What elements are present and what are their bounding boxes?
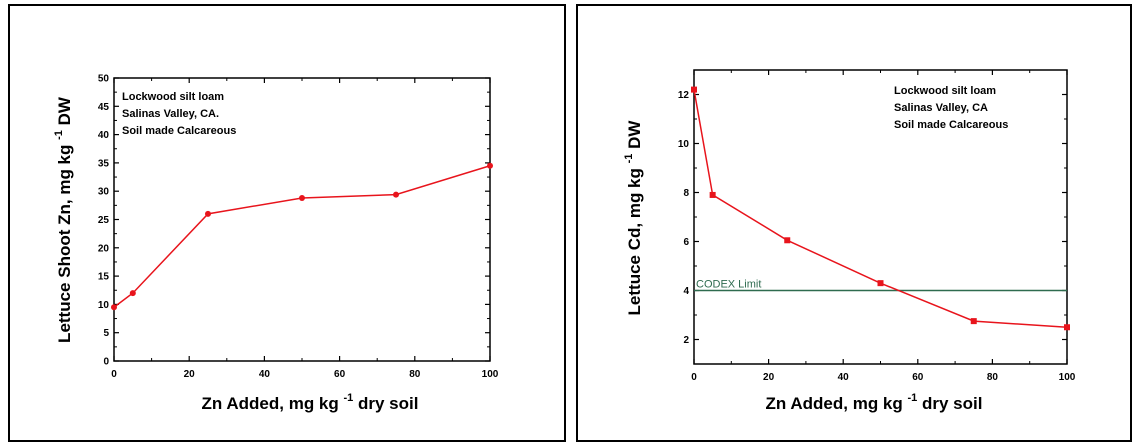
x-axis-title-sup: -1: [908, 392, 918, 404]
x-tick-label: 80: [409, 369, 421, 380]
x-tick-label: 80: [987, 372, 999, 383]
y-tick-label: 45: [98, 102, 110, 113]
y-axis-title-tail: DW: [625, 120, 644, 154]
y-axis-title-sup: -1: [53, 130, 65, 140]
data-point: [877, 280, 884, 287]
x-tick-label: 0: [691, 372, 697, 383]
x-axis-title: Zn Added, mg kg -1 dry soil: [202, 392, 419, 413]
series-line: [113, 165, 491, 308]
y-tick-label: 30: [98, 187, 110, 198]
y-tick-label: 5: [103, 328, 109, 339]
x-tick-label: 100: [1059, 372, 1076, 383]
y-tick-label: 25: [98, 215, 110, 226]
cd-uptake-chart: 0 20 40 60 80 100 2 4 6 8 10 12 CODEX Limit Lockwood …: [623, 69, 1076, 413]
data-point: [129, 290, 136, 297]
y-axis-title: Lettuce Cd, mg kg -1 DW: [623, 120, 644, 316]
x-tick-label: 20: [184, 369, 196, 380]
annotation-line: Lockwood silt loam: [122, 91, 224, 103]
annotation-line: Lockwood silt loam: [894, 85, 996, 97]
y-axis-title-main: Lettuce Shoot Zn, mg kg: [55, 140, 74, 343]
data-point: [111, 304, 117, 311]
x-tick-label: 40: [838, 372, 850, 383]
chart-panel-zn: 0 20 40 60 80 100 0 5 10 15 20 25 30 35 40 45 50 Lockwood…: [8, 4, 566, 442]
data-point: [487, 162, 493, 169]
y-tick-label: 35: [98, 158, 110, 169]
plot-frame: [113, 77, 491, 362]
reference-line-label: CODEX Limit: [696, 279, 761, 291]
data-point: [709, 191, 716, 198]
y-tick-label: 4: [683, 286, 689, 297]
data-point: [691, 86, 697, 93]
y-tick-label: 20: [98, 243, 110, 254]
y-tick-label: 40: [98, 130, 110, 141]
data-point: [205, 210, 211, 217]
y-axis-title-main: Lettuce Cd, mg kg: [625, 163, 644, 315]
chart-panel-cd: 0 20 40 60 80 100 2 4 6 8 10 12 CODEX Limit Lockwood …: [576, 4, 1132, 442]
x-axis-title-tail: dry soil: [917, 394, 982, 413]
y-tick-label: 15: [98, 272, 110, 283]
y-tick-label: 50: [98, 74, 110, 85]
zn-uptake-chart: 0 20 40 60 80 100 0 5 10 15 20 25 30 35 40 45 50 Lockwood…: [53, 74, 499, 414]
y-axis-title-sup: -1: [623, 154, 635, 164]
x-axis-title-sup: -1: [344, 392, 354, 404]
y-tick-label: 6: [683, 237, 689, 248]
y-axis-title-tail: DW: [55, 96, 74, 130]
annotation-line: Soil made Calcareous: [122, 125, 236, 137]
x-axis-title-main: Zn Added, mg kg: [766, 394, 908, 413]
x-tick-label: 60: [334, 369, 346, 380]
data-point: [970, 318, 977, 325]
data-point: [299, 194, 305, 201]
data-point: [1064, 324, 1070, 331]
x-tick-label: 20: [763, 372, 775, 383]
x-tick-label: 100: [482, 369, 499, 380]
x-tick-label: 60: [912, 372, 924, 383]
data-point: [393, 191, 399, 198]
x-tick-label: 40: [259, 369, 271, 380]
y-tick-label: 8: [683, 188, 689, 199]
y-axis-title: Lettuce Shoot Zn, mg kg -1 DW: [53, 96, 74, 343]
annotation-line: Salinas Valley, CA.: [122, 108, 219, 120]
x-axis-title: Zn Added, mg kg -1 dry soil: [766, 392, 983, 413]
y-tick-label: 0: [103, 357, 109, 368]
x-axis-title-tail: dry soil: [353, 394, 418, 413]
y-tick-label: 10: [678, 139, 690, 150]
annotation-line: Salinas Valley, CA: [894, 102, 988, 114]
annotation-line: Soil made Calcareous: [894, 119, 1008, 131]
y-tick-label: 12: [678, 90, 690, 101]
y-tick-label: 10: [98, 300, 110, 311]
series-line: [693, 89, 1068, 328]
data-point: [784, 237, 791, 244]
x-tick-label: 0: [111, 369, 117, 380]
x-axis-title-main: Zn Added, mg kg: [202, 394, 344, 413]
y-tick-label: 2: [683, 335, 689, 346]
